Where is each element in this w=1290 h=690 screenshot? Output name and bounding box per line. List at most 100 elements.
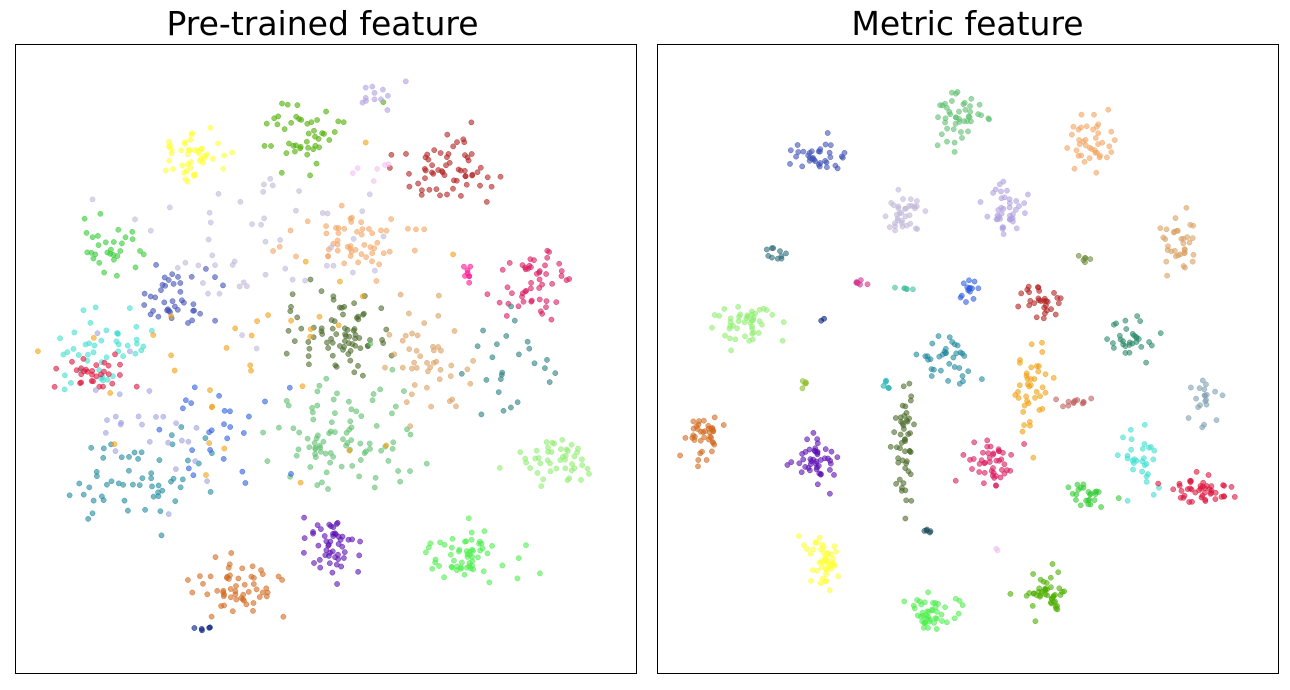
data-point bbox=[977, 199, 984, 205]
data-point bbox=[1202, 496, 1208, 503]
data-point bbox=[189, 447, 195, 453]
data-point bbox=[1001, 194, 1008, 201]
data-point bbox=[203, 266, 209, 272]
data-point bbox=[950, 354, 957, 361]
data-point bbox=[1013, 206, 1019, 213]
data-point bbox=[356, 552, 363, 559]
data-point bbox=[966, 114, 973, 120]
data-point bbox=[952, 120, 959, 127]
data-point bbox=[467, 380, 474, 387]
data-point bbox=[135, 456, 141, 462]
data-point bbox=[282, 265, 289, 272]
data-point bbox=[559, 436, 566, 443]
data-point bbox=[562, 465, 569, 472]
data-point bbox=[371, 484, 378, 491]
cluster-0-20 bbox=[156, 384, 294, 486]
data-point bbox=[886, 385, 892, 391]
data-point bbox=[209, 155, 216, 162]
cluster-1-24 bbox=[880, 377, 892, 391]
cluster-1-21 bbox=[1007, 561, 1068, 625]
data-point bbox=[117, 248, 124, 254]
data-point bbox=[321, 533, 328, 539]
data-point bbox=[584, 465, 591, 472]
data-point bbox=[232, 588, 239, 595]
data-point bbox=[824, 551, 831, 557]
data-point bbox=[360, 311, 366, 318]
data-point bbox=[1022, 210, 1028, 216]
data-point bbox=[178, 424, 185, 430]
data-point bbox=[366, 191, 373, 198]
data-point bbox=[1080, 138, 1087, 145]
data-point bbox=[1108, 149, 1115, 155]
data-point bbox=[919, 609, 926, 616]
data-point bbox=[98, 337, 105, 344]
data-point bbox=[547, 468, 554, 475]
data-point bbox=[347, 243, 354, 249]
data-point bbox=[496, 299, 503, 306]
data-point bbox=[571, 453, 578, 460]
data-point bbox=[531, 360, 538, 367]
data-point bbox=[133, 336, 140, 343]
data-point bbox=[535, 455, 542, 461]
data-point bbox=[956, 108, 962, 115]
data-point bbox=[392, 403, 399, 410]
data-point bbox=[330, 530, 336, 537]
data-point bbox=[882, 213, 889, 220]
data-point bbox=[1055, 569, 1062, 576]
data-point bbox=[350, 235, 357, 242]
data-point bbox=[929, 340, 936, 347]
data-point bbox=[319, 479, 325, 486]
data-point bbox=[1228, 484, 1235, 490]
data-point bbox=[1157, 330, 1164, 336]
data-point bbox=[355, 363, 361, 369]
data-point bbox=[949, 98, 955, 104]
data-point bbox=[354, 315, 360, 321]
data-point bbox=[431, 147, 438, 153]
data-point bbox=[221, 407, 228, 414]
data-point bbox=[784, 462, 791, 468]
cluster-1-22 bbox=[763, 245, 789, 262]
data-point bbox=[386, 248, 393, 255]
data-point bbox=[444, 154, 450, 161]
data-point bbox=[813, 466, 820, 473]
data-point bbox=[239, 565, 246, 572]
data-point bbox=[155, 482, 162, 489]
data-point bbox=[261, 143, 268, 149]
data-point bbox=[80, 491, 87, 498]
data-point bbox=[1197, 483, 1204, 489]
cluster-1-2 bbox=[1064, 106, 1118, 176]
data-point bbox=[146, 388, 153, 394]
data-point bbox=[346, 447, 353, 454]
data-point bbox=[914, 612, 921, 619]
data-point bbox=[476, 540, 482, 547]
data-point bbox=[486, 579, 493, 586]
data-point bbox=[315, 542, 322, 549]
data-point bbox=[62, 372, 68, 379]
data-point bbox=[327, 459, 333, 466]
data-point bbox=[262, 398, 268, 405]
data-point bbox=[418, 192, 425, 198]
data-point bbox=[1078, 111, 1085, 118]
data-point bbox=[1018, 290, 1025, 297]
data-point bbox=[1170, 486, 1177, 493]
data-point bbox=[357, 457, 364, 463]
data-point bbox=[329, 339, 336, 346]
data-point bbox=[347, 348, 354, 354]
data-point bbox=[514, 399, 521, 406]
data-point bbox=[777, 248, 783, 254]
data-point bbox=[1070, 123, 1077, 130]
data-point bbox=[494, 341, 500, 348]
data-point bbox=[986, 459, 993, 465]
data-point bbox=[469, 554, 476, 560]
data-point bbox=[1000, 178, 1007, 185]
data-point bbox=[689, 434, 696, 441]
data-point bbox=[1205, 472, 1212, 478]
data-point bbox=[899, 402, 906, 409]
data-point bbox=[976, 469, 983, 475]
data-point bbox=[895, 186, 902, 193]
data-point bbox=[340, 311, 346, 318]
data-point bbox=[69, 358, 75, 365]
data-point bbox=[371, 96, 378, 103]
data-point bbox=[115, 341, 122, 348]
data-point bbox=[323, 108, 329, 115]
